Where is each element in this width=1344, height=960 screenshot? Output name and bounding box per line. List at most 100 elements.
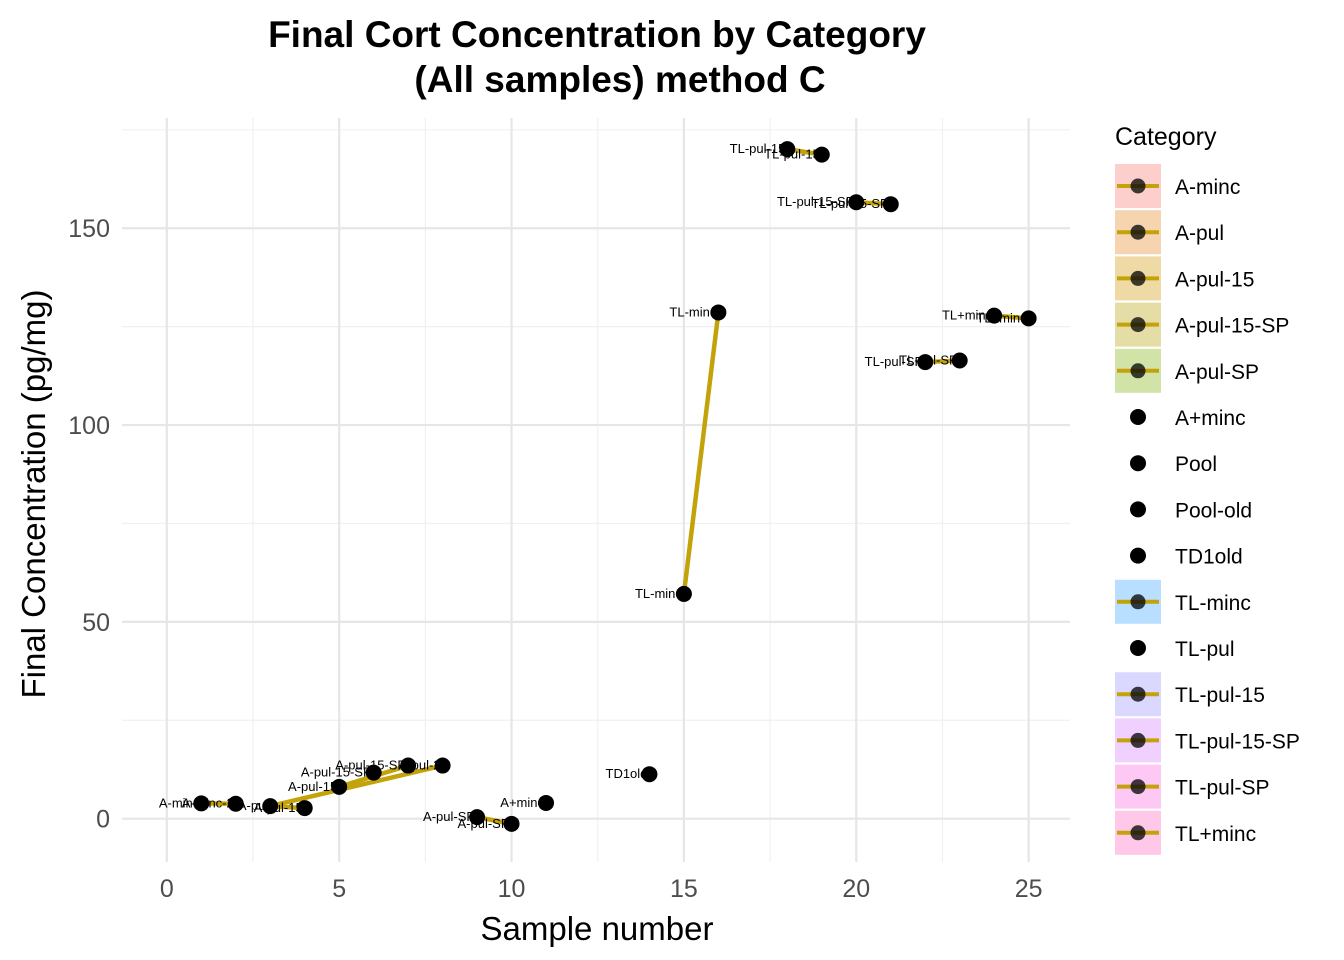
data-point	[400, 757, 417, 774]
data-points	[193, 141, 1037, 832]
axis-ticks: 0 5 10 15 20 25 0 50 100 150	[68, 215, 1042, 903]
data-point	[641, 766, 658, 783]
legend-label: A-pul	[1175, 222, 1224, 245]
data-point	[538, 794, 555, 811]
legend-label: Pool-old	[1175, 499, 1252, 522]
data-point	[710, 304, 727, 321]
legend-item: TL-minc	[1115, 579, 1251, 624]
y-axis-title: Final Concentration (pg/mg)	[15, 289, 52, 698]
point-label: A-minc	[159, 795, 200, 810]
legend-item: TL-pul-SP	[1115, 764, 1270, 809]
legend-label: A-pul-15	[1175, 268, 1254, 291]
legend-label: Pool	[1175, 453, 1217, 476]
point-label: A-pul-SP	[458, 816, 510, 831]
legend-point-key	[1130, 409, 1146, 425]
x-tick-label: 5	[332, 875, 346, 903]
x-tick-label: 20	[842, 875, 870, 903]
point-label: TL-pul-15	[764, 147, 820, 162]
legend-point-key	[1130, 825, 1146, 841]
point-label: A-pul-15-SP	[335, 758, 406, 773]
x-tick-label: 10	[498, 875, 526, 903]
point-label: TL-pul-15-SP	[811, 196, 888, 211]
legend-label: A-pul-15-SP	[1175, 315, 1289, 338]
legend-item: TL-pul-15-SP	[1115, 718, 1300, 763]
data-point	[193, 795, 210, 812]
y-tick-label: 0	[96, 806, 110, 834]
legend-title: Category	[1115, 123, 1217, 151]
data-point	[227, 795, 244, 812]
data-point	[365, 764, 382, 781]
legend-item: Pool	[1130, 453, 1217, 476]
y-tick-label: 100	[68, 412, 110, 440]
y-tick-label: 50	[82, 609, 110, 637]
legend-item: A-pul-15	[1115, 256, 1254, 301]
data-point	[1020, 310, 1037, 327]
series-line	[269, 763, 444, 809]
x-axis-title: Sample number	[481, 910, 714, 947]
point-label: TL-minc	[669, 304, 716, 319]
legend-label: TL-pul	[1175, 638, 1235, 661]
legend-point-key	[1130, 317, 1146, 333]
legend-point-key	[1130, 455, 1146, 472]
x-tick-label: 0	[160, 875, 174, 903]
legend-label: TL-pul-15-SP	[1175, 730, 1300, 753]
data-point	[469, 809, 486, 826]
data-point	[331, 778, 348, 795]
grid	[122, 118, 1070, 862]
legend-item: Pool-old	[1130, 499, 1252, 522]
series-lines	[201, 146, 1029, 827]
data-point	[986, 307, 1003, 324]
legend-item: A-pul-15-SP	[1115, 302, 1289, 347]
legend-point-key	[1130, 270, 1146, 286]
legend-label: TL+minc	[1175, 823, 1256, 846]
legend-item: TD1old	[1130, 546, 1243, 569]
point-label: A-pul	[238, 798, 268, 813]
data-point	[813, 146, 830, 163]
legend-item: A+minc	[1130, 407, 1246, 430]
legend-label: A+minc	[1175, 407, 1246, 430]
y-tick-label: 150	[68, 215, 110, 243]
point-label: TL-pul-15-SP	[777, 194, 854, 209]
point-label: A-minc-2	[182, 796, 234, 811]
point-label: A-pul-15	[254, 800, 303, 815]
point-label: TL-minc	[635, 586, 682, 601]
legend-item: A-pul-SP	[1115, 348, 1259, 393]
data-point	[848, 194, 865, 211]
point-label: A-pul-SP	[423, 809, 475, 824]
data-point	[779, 141, 796, 158]
legend-point-key	[1130, 547, 1146, 564]
point-label: A-pul-15	[288, 779, 337, 794]
legend-point-key	[1130, 224, 1146, 240]
point-label: TL+minc	[942, 308, 993, 323]
legend-item: TL+minc	[1115, 810, 1256, 855]
point-label: TL+minc	[976, 310, 1027, 325]
point-label: A-pul-2	[399, 758, 441, 773]
legend-item: TL-pul-15	[1115, 672, 1265, 717]
legend-label: A-pul-SP	[1175, 361, 1259, 384]
legend-point-key	[1130, 686, 1146, 702]
legend-point-key	[1130, 501, 1146, 518]
legend-label: TL-minc	[1175, 592, 1251, 615]
x-tick-label: 25	[1015, 875, 1043, 903]
data-point	[262, 798, 279, 815]
point-label: TL-pul-SP	[899, 352, 958, 367]
legend-item: A-pul	[1115, 210, 1224, 255]
chart-subtitle: (All samples) method C	[414, 59, 825, 100]
legend-point-key	[1130, 594, 1146, 610]
legend-item: A-minc	[1115, 164, 1240, 208]
legend: Category A-minc A-pul A-pul-15 A-pul-15-SP A…	[1115, 123, 1300, 855]
data-point	[675, 585, 692, 602]
legend-label: TD1old	[1175, 546, 1243, 569]
legend-point-key	[1130, 363, 1146, 379]
legend-label: TL-pul-15	[1175, 684, 1265, 707]
legend-point-key	[1130, 640, 1146, 656]
legend-point-key	[1130, 779, 1146, 795]
series-line	[681, 312, 721, 595]
point-label: TD1old	[606, 766, 648, 781]
legend-point-key	[1130, 732, 1146, 748]
point-label: A+minc	[500, 795, 544, 810]
legend-point-key	[1130, 178, 1146, 194]
data-point	[296, 800, 313, 817]
